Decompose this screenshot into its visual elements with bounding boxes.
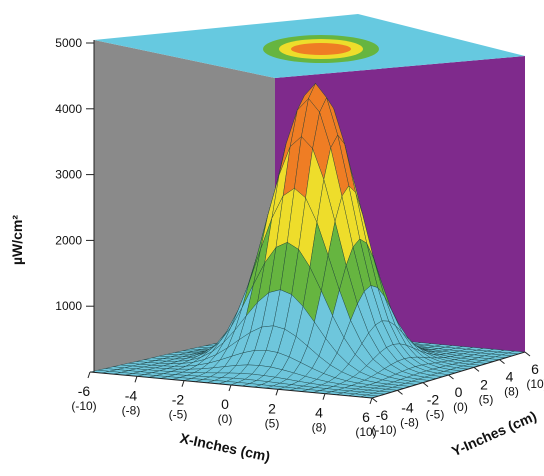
y-tick-cm-label: (-10) [371,423,396,437]
y-tick-label: 0 [455,384,463,400]
x-tick-mark [181,380,185,387]
z-axis: 1000 2000 3000 4000 5000 [55,36,95,372]
y-tick-label: 4 [506,369,514,385]
z-tick-label: 3000 [55,168,82,182]
left-wall [94,40,275,372]
x-tick-cm-label: (10) [355,425,376,439]
surface-mesh [89,82,526,399]
x-tick-label: 6 [362,409,370,425]
y-tick-mark [499,359,505,365]
y-tick-mark [524,351,531,357]
y-tick-label: 2 [480,376,488,392]
x-axis: -6(-10) -4(-8) -2(-5) 0(0) 2(5) 4(8) 6(10) [71,371,377,439]
x-tick-label: -2 [172,392,185,408]
x-tick-mark [275,389,279,396]
x-tick-cm-label: (0) [218,412,233,426]
y-tick-mark [473,366,480,372]
y-tick-label: -2 [427,392,440,408]
x-tick-cm-label: (-5) [169,408,188,422]
y-tick-label: 6 [531,361,539,377]
z-axis-title: µW/cm² [9,215,25,265]
x-tick-label: -6 [78,383,91,399]
ceiling-contour [291,43,351,55]
x-tick-mark [87,371,91,379]
y-tick-cm-label: (-5) [426,408,445,422]
z-tick-label: 4000 [55,102,82,116]
x-tick-mark [228,384,232,392]
x-tick-label: 0 [221,396,229,412]
y-tick-label: -6 [376,407,389,423]
y-tick-label: -4 [401,399,414,415]
x-tick-cm-label: (5) [265,416,280,430]
y-tick-cm-label: (5) [479,392,494,406]
y-tick-cm-label: (8) [504,385,519,399]
x-tick-label: 4 [315,405,323,421]
x-tick-mark [369,397,373,405]
y-axis: -6(-10) -4(-8) -2(-5) 0(0) 2(5) 4(8) 6(10) [371,351,544,437]
x-tick-cm-label: (8) [312,421,327,435]
y-tick-mark [422,382,429,388]
x-tick-cm-label: (-8) [122,403,141,417]
x-tick-label: 2 [268,400,276,416]
y-tick-mark [397,389,403,395]
y-axis-title: Y-Inches (cm) [449,408,539,460]
x-tick-mark [322,393,326,400]
z-tick-label: 1000 [55,299,82,313]
y-tick-mark [448,374,454,380]
x-axis-title: X-Inches (cm) [178,430,271,465]
y-tick-cm-label: (0) [453,400,468,414]
y-tick-mark [371,397,378,403]
x-tick-mark [134,376,138,383]
x-tick-cm-label: (-10) [71,399,96,413]
y-tick-cm-label: (10) [526,377,544,391]
z-tick-label: 2000 [55,233,82,247]
x-tick-label: -4 [125,387,138,403]
y-tick-cm-label: (-8) [400,415,419,429]
z-tick-label: 5000 [55,36,82,50]
